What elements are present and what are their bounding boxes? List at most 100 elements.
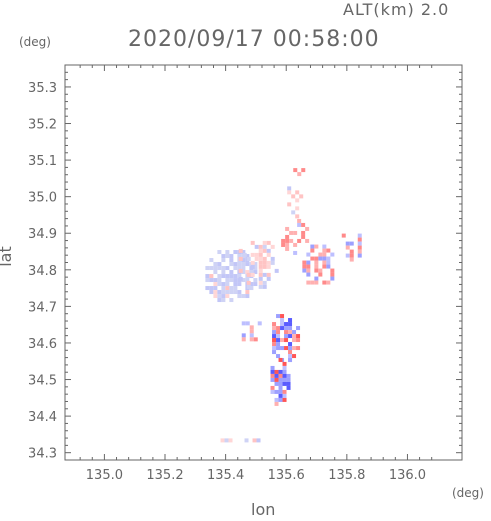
- heatmap-cell: [293, 168, 298, 173]
- heatmap-cell: [291, 210, 296, 215]
- heatmap-cell: [213, 270, 218, 275]
- heatmap-cell: [229, 274, 234, 279]
- y-tick-label: 35.0: [28, 191, 57, 206]
- heatmap-cell: [258, 256, 263, 261]
- heatmap-cell: [326, 256, 331, 261]
- heatmap-cell: [296, 326, 301, 331]
- heatmap-cell: [233, 274, 238, 279]
- heatmap-cell: [250, 260, 255, 265]
- heatmap-cell: [225, 282, 230, 287]
- heatmap-cell: [357, 237, 362, 242]
- heatmap-cell: [229, 298, 234, 303]
- heatmap-cell: [245, 262, 250, 267]
- x-tick-label: 136.0: [389, 468, 426, 483]
- heatmap-cell: [301, 230, 306, 235]
- heatmap-cell: [270, 385, 275, 390]
- heatmap-cell: [229, 254, 234, 259]
- heatmap-cell: [282, 373, 287, 378]
- heatmap-cell: [250, 240, 255, 245]
- heatmap-cell: [258, 252, 263, 257]
- heatmap-cell: [282, 397, 287, 402]
- heatmap-cell: [229, 270, 234, 275]
- heatmap-cell: [280, 338, 285, 343]
- heatmap-cell: [278, 373, 283, 378]
- heatmap-cell: [237, 294, 242, 299]
- heatmap-cell: [299, 194, 304, 199]
- heatmap-cell: [233, 250, 238, 255]
- heatmap-cell: [278, 393, 283, 398]
- heatmap-cell: [225, 294, 230, 299]
- heatmap-cell: [306, 264, 311, 269]
- heatmap-cell: [276, 330, 281, 335]
- heatmap-cell: [241, 270, 246, 275]
- heatmap-cell: [357, 249, 362, 254]
- heatmap-cell: [278, 389, 283, 394]
- heatmap-cell: [238, 256, 243, 261]
- heatmap-cell: [286, 381, 291, 386]
- heatmap-cell: [250, 264, 255, 269]
- heatmap-cell: [288, 322, 293, 327]
- x-tick-label: 135.8: [328, 468, 365, 483]
- heatmap-cell: [289, 238, 294, 243]
- heatmap-cell: [305, 238, 310, 243]
- heatmap-cell: [229, 286, 234, 291]
- heatmap-cell: [292, 330, 297, 335]
- heatmap-cell: [238, 276, 243, 281]
- altitude-label: ALT(km) 2.0: [343, 0, 450, 19]
- heatmap-cell: [213, 278, 218, 283]
- data-layer: [205, 168, 362, 443]
- heatmap-cell: [253, 262, 258, 267]
- heatmap-cell: [282, 377, 287, 382]
- heatmap-cell: [274, 381, 279, 386]
- heatmap-cell: [213, 290, 218, 295]
- heatmap-cell: [270, 373, 275, 378]
- y-tick-label: 35.2: [28, 118, 57, 133]
- heatmap-cell: [253, 266, 258, 271]
- heatmap-cell: [262, 280, 267, 285]
- heatmap-cell: [258, 280, 263, 285]
- heatmap-cell: [345, 241, 350, 246]
- heatmap-cell: [318, 256, 323, 261]
- heatmap-cell: [237, 262, 242, 267]
- heatmap-cell: [266, 276, 271, 281]
- heatmap-cell: [241, 250, 246, 255]
- heatmap-cell: [288, 330, 293, 335]
- heatmap-cell: [278, 369, 283, 374]
- heatmap-cell: [276, 354, 281, 359]
- heatmap-cell: [297, 238, 302, 243]
- heatmap-cell: [225, 286, 230, 291]
- heatmap-cell: [258, 264, 263, 269]
- heatmap-cell: [278, 377, 283, 382]
- heatmap-cell: [306, 268, 311, 273]
- heatmap-cell: [357, 253, 362, 258]
- heatmap-cell: [246, 272, 251, 277]
- heatmap-cell: [297, 172, 302, 177]
- heatmap-cell: [349, 241, 354, 246]
- y-tick-label: 34.8: [28, 264, 57, 279]
- heatmap-cell: [280, 314, 285, 319]
- heatmap-cell: [225, 274, 230, 279]
- heatmap-cell: [293, 242, 298, 247]
- heatmap-cell: [209, 266, 214, 271]
- heatmap-cell: [238, 268, 243, 273]
- heatmap-cell: [225, 250, 230, 255]
- heatmap-cell: [306, 260, 311, 265]
- heatmap-cell: [322, 244, 327, 249]
- heatmap-cell: [221, 286, 226, 291]
- heatmap-cell: [288, 318, 293, 323]
- heatmap-cell: [276, 342, 281, 347]
- heatmap-cell: [205, 278, 210, 283]
- heatmap-cell: [278, 385, 283, 390]
- tick-layer: 135.0 135.2 135.4 135.6 135.8 136.0 34.3 34.4 34…: [28, 65, 462, 483]
- heatmap-cell: [250, 252, 255, 257]
- heatmap-cell: [284, 322, 289, 327]
- heatmap-cell: [280, 326, 285, 331]
- heatmap-cell: [262, 264, 267, 269]
- heatmap-cell: [281, 238, 286, 243]
- x-tick-label: 135.6: [268, 468, 305, 483]
- heatmap-cell: [256, 438, 261, 443]
- heatmap-cell: [241, 278, 246, 283]
- y-tick-label: 35.3: [28, 81, 57, 96]
- heatmap-cell: [272, 350, 277, 355]
- heatmap-cell: [314, 260, 319, 265]
